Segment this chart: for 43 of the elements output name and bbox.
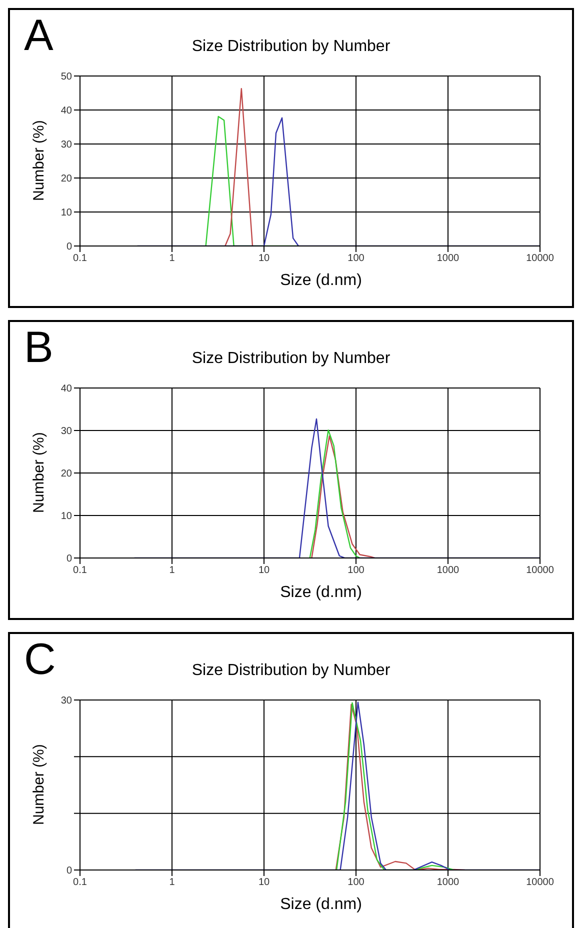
text: C xyxy=(24,635,56,684)
x-tick-label: 1 xyxy=(169,877,176,888)
y-tick-label: 20 xyxy=(60,174,72,185)
y-tick-label: 20 xyxy=(60,468,72,480)
x-tick-label: 0.1 xyxy=(73,253,88,264)
y-axis-title: Number (%) xyxy=(30,744,48,825)
x-tick-label: 0.1 xyxy=(73,877,88,888)
x-tick-label: 1 xyxy=(169,565,176,576)
x-tick-label: 1000 xyxy=(436,253,460,264)
y-tick-label: 50 xyxy=(60,72,72,83)
text: B xyxy=(24,323,54,372)
chart-title: Size Distribution by Number xyxy=(192,350,390,367)
y-tick-label: 30 xyxy=(60,426,72,438)
x-axis-title: Size (d.nm) xyxy=(279,584,363,602)
x-tick-label: 0.1 xyxy=(73,565,88,576)
y-axis-title: Number (%) xyxy=(30,120,48,201)
y-tick-label: 10 xyxy=(60,208,72,219)
x-tick-label: 10 xyxy=(258,253,270,264)
y-tick-label: 0 xyxy=(66,242,72,253)
x-tick-label: 10000 xyxy=(526,565,554,576)
x-tick-label: 10000 xyxy=(526,253,554,264)
y-tick-label: 0 xyxy=(66,866,72,877)
x-tick-label: 100 xyxy=(348,877,365,888)
x-tick-label: 1000 xyxy=(436,565,460,576)
x-axis-title: Size (d.nm) xyxy=(279,896,363,914)
y-tick-label: 40 xyxy=(60,106,72,117)
chart-title: Size Distribution by Number xyxy=(192,662,390,679)
x-tick-label: 100 xyxy=(348,253,365,264)
x-tick-label: 1 xyxy=(169,253,176,264)
x-tick-label: 10 xyxy=(258,877,270,888)
y-tick-label: 30 xyxy=(60,696,72,707)
chart-title: Size Distribution by Number xyxy=(192,38,390,55)
y-tick-label: 40 xyxy=(60,384,72,395)
x-axis-title: Size (d.nm) xyxy=(279,272,363,290)
y-tick-label: 10 xyxy=(60,511,72,522)
x-tick-label: 1000 xyxy=(436,877,460,888)
y-tick-label: 30 xyxy=(60,140,72,151)
text: A xyxy=(24,11,54,60)
x-tick-label: 10 xyxy=(258,565,270,576)
y-axis-title: Number (%) xyxy=(30,432,48,513)
y-tick-label: 0 xyxy=(66,554,72,565)
x-tick-label: 10000 xyxy=(526,877,554,888)
x-tick-label: 100 xyxy=(348,565,365,576)
